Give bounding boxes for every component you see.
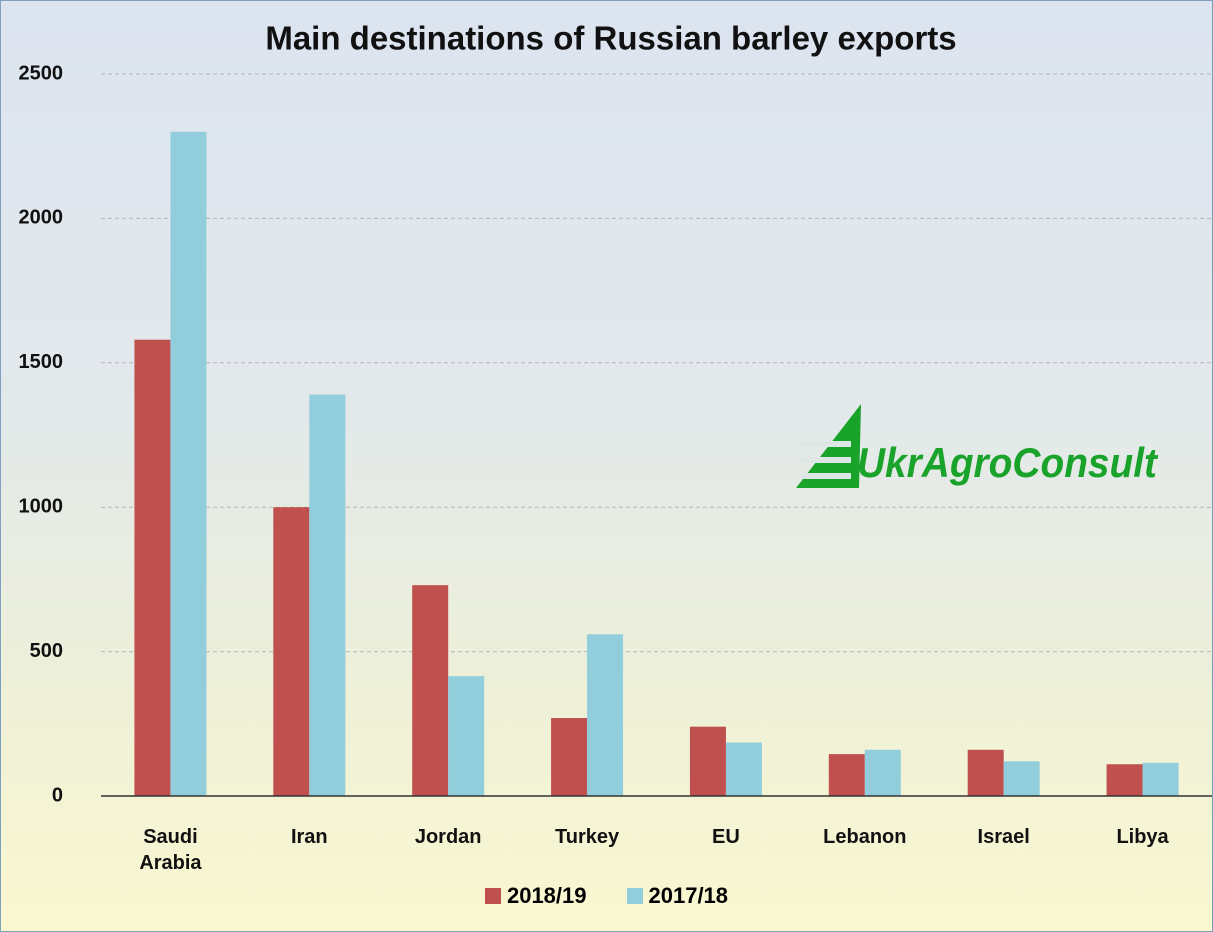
legend-item: 2018/19 [484,883,587,909]
y-tick-label: 2500 [19,62,64,84]
y-tick-label: 0 [52,784,63,806]
x-tick-label: Iran [290,826,328,848]
logo: UkrAgroConsult [796,404,1159,488]
bar [1142,762,1179,796]
chart-title: Main destinations of Russian barley expo… [265,20,956,57]
bar [967,749,1004,796]
logo-stripe [801,473,851,479]
bar [170,131,207,796]
bar [1106,764,1143,796]
logo-stripe [801,457,851,463]
x-tick-label: Israel [977,826,1030,848]
bar [864,749,901,796]
y-tick-label: 500 [30,640,63,662]
logo-text: UkrAgroConsult [857,439,1159,486]
legend-swatch [626,888,643,904]
bar [134,339,171,796]
bar [725,742,762,796]
x-tick-label: Lebanon [823,826,907,848]
y-tick-label: 1500 [19,351,64,373]
bar [309,394,346,796]
legend-label: 2017/18 [648,883,729,908]
x-tick-label: EU [712,826,740,848]
bar [412,585,449,796]
bar [448,676,485,796]
logo-stripe [801,441,851,447]
bar [1003,761,1040,796]
x-tick-label: Libya [1116,826,1169,848]
bar [587,634,624,796]
x-tick-label: Saudi Arabia [139,826,202,874]
legend-swatch [484,888,501,904]
bar [828,754,865,796]
legend-item: 2017/18 [626,883,729,909]
y-tick-label: 1000 [19,495,64,517]
legend-label: 2018/19 [506,883,587,908]
legend: 2018/19 2017/18 [1,883,1212,909]
bar [689,726,726,796]
y-tick-label: 2000 [19,207,64,229]
x-tick-label: Jordan [414,826,482,848]
bar [551,718,588,796]
x-tick-label: Turkey [555,826,620,848]
bar [273,507,310,796]
